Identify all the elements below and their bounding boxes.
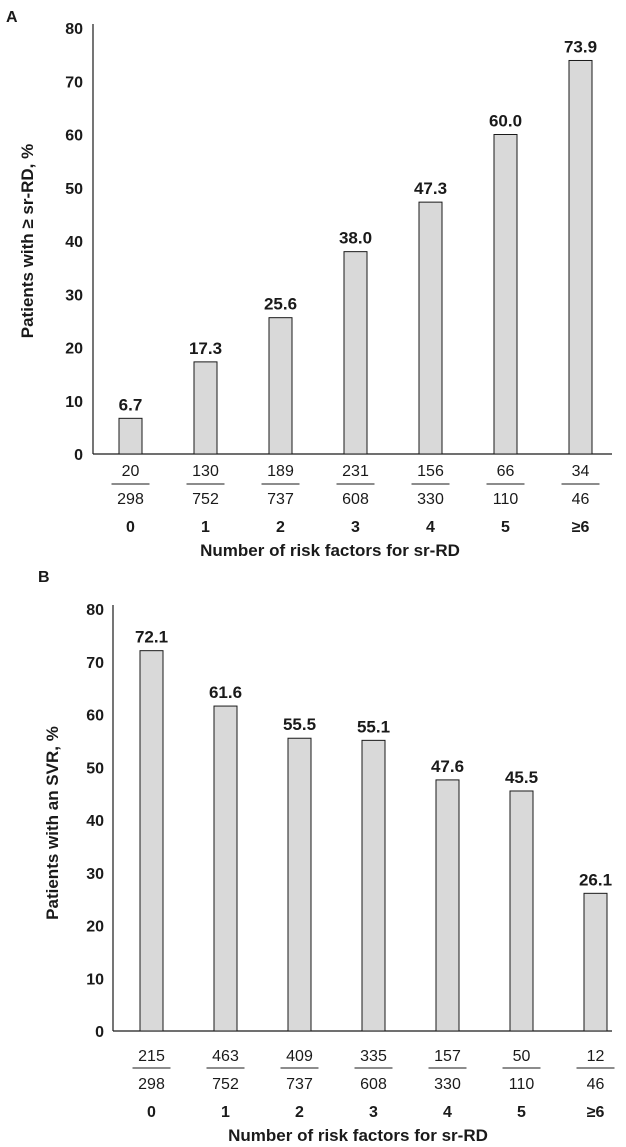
panel-a-bar [568, 59, 593, 455]
panel-a-y-tick-label: 70 [65, 74, 83, 91]
panel-b-y-tick-label: 50 [86, 760, 104, 777]
panel-b-denominator-label: 110 [509, 1076, 535, 1093]
panel-a-bar [268, 317, 293, 455]
panel-b-bar [139, 650, 164, 1032]
panel-a-category-label: 1 [201, 519, 210, 536]
panel-b-letter: B [38, 569, 50, 586]
panel-b-denominator-label: 330 [434, 1076, 461, 1093]
panel-a-bar [193, 361, 218, 455]
panel-a-letter: A [6, 9, 18, 26]
panel-b-y-tick-label: 30 [86, 866, 104, 883]
panel-a-data-label: 73.9 [564, 37, 597, 56]
panel-b-data-label: 45.5 [505, 768, 538, 787]
panel-a-y-tick-label: 10 [65, 394, 83, 411]
panel-b-data-label: 72.1 [135, 628, 168, 647]
panel-a-denominator-label: 737 [267, 491, 294, 508]
panel-b-category-label: 5 [517, 1104, 526, 1121]
panel-a-bar [418, 201, 443, 455]
panel-a-data-label: 25.6 [264, 295, 297, 314]
panel-a-data-label: 17.3 [189, 339, 222, 358]
panel-a-x-axis-title: Number of risk factors for sr-RD [200, 541, 460, 560]
panel-b-category-label: 2 [295, 1104, 304, 1121]
panel-b-bar [583, 892, 608, 1032]
panel-a-category-label: 0 [126, 519, 135, 536]
panel-b-denominator-label: 752 [212, 1076, 239, 1093]
panel-b-y-tick-label: 20 [86, 919, 104, 936]
panel-a-y-tick-label: 40 [65, 234, 83, 251]
panel-a-category-label: 2 [276, 519, 285, 536]
panel-b-denominator-label: 737 [286, 1076, 313, 1093]
panel-b-category-label: 4 [443, 1104, 452, 1121]
panel-a-y-tick-label: 50 [65, 181, 83, 198]
panel-a-denominator-label: 46 [572, 491, 590, 508]
panel-b-numerator-label: 157 [434, 1048, 461, 1065]
panel-b-y-axis-title: Patients with an SVR, % [43, 726, 62, 920]
panel-a-bar [343, 251, 368, 455]
panel-b-numerator-label: 409 [286, 1048, 313, 1065]
panel-b-bar [435, 779, 460, 1032]
panel-b-numerator-label: 463 [212, 1048, 239, 1065]
panel-b-denominator-label: 298 [138, 1076, 165, 1093]
panel-a-numerator-label: 231 [342, 463, 369, 480]
panel-b-data-label: 47.6 [431, 757, 464, 776]
panel-a-data-label: 60.0 [489, 112, 522, 131]
panel-a-numerator-label: 189 [267, 463, 294, 480]
panel-a-bar [118, 417, 143, 455]
panel-a-denominator-label: 298 [117, 491, 144, 508]
panel-b-category-label: ≥6 [587, 1104, 605, 1121]
panel-b-category-label: 0 [147, 1104, 156, 1121]
panel-a-numerator-label: 20 [122, 463, 140, 480]
panel-a-category-label: 5 [501, 519, 510, 536]
panel-b-bar [287, 737, 312, 1032]
panel-a-y-tick-label: 80 [65, 21, 83, 38]
panel-b-denominator-label: 46 [587, 1076, 605, 1093]
panel-b-x-axis-title: Number of risk factors for sr-RD [228, 1126, 488, 1145]
panel-b-numerator-label: 50 [513, 1048, 531, 1065]
panel-b-y-tick-label: 70 [86, 655, 104, 672]
panel-b-numerator-label: 12 [587, 1048, 605, 1065]
panel-b-bar [509, 790, 534, 1032]
panel-b-y-tick-label: 60 [86, 708, 104, 725]
panel-b-data-label: 26.1 [579, 870, 612, 889]
panel-b-denominator-label: 608 [360, 1076, 387, 1093]
panel-b-y-tick-label: 80 [86, 602, 104, 619]
panel-a-y-tick-label: 0 [74, 447, 83, 464]
panel-a-y-tick-label: 20 [65, 341, 83, 358]
panel-b-bar [361, 739, 386, 1032]
panel-a-denominator-label: 110 [493, 491, 519, 508]
panel-a-y-tick-label: 60 [65, 128, 83, 145]
panel-a-denominator-label: 608 [342, 491, 369, 508]
panel-b-numerator-label: 335 [360, 1048, 387, 1065]
panel-a-category-label: 4 [426, 519, 435, 536]
panel-a-data-label: 38.0 [339, 229, 372, 248]
panel-a-data-label: 6.7 [119, 395, 143, 414]
panel-b-y-tick-label: 10 [86, 971, 104, 988]
panel-b-bar [213, 705, 238, 1032]
panel-a-data-label: 47.3 [414, 179, 447, 198]
panel-b-category-label: 1 [221, 1104, 230, 1121]
panel-a-numerator-label: 130 [192, 463, 219, 480]
panel-b-numerator-label: 215 [138, 1048, 165, 1065]
panel-b-data-label: 55.5 [283, 715, 316, 734]
panel-a-bar [493, 134, 518, 455]
panel-b-data-label: 61.6 [209, 683, 242, 702]
panel-a-category-label: 3 [351, 519, 360, 536]
panel-a-y-axis-title: Patients with ≥ sr-RD, % [18, 144, 37, 338]
panel-b-data-label: 55.1 [357, 717, 390, 736]
panel-b-category-label: 3 [369, 1104, 378, 1121]
panel-a-numerator-label: 156 [417, 463, 444, 480]
panel-b-y-tick-label: 0 [95, 1024, 104, 1041]
panel-a-category-label: ≥6 [572, 519, 590, 536]
panel-a-numerator-label: 66 [497, 463, 515, 480]
panel-a-numerator-label: 34 [572, 463, 590, 480]
panel-b-y-tick-label: 40 [86, 813, 104, 830]
panel-a-denominator-label: 330 [417, 491, 444, 508]
panel-a-y-tick-label: 30 [65, 287, 83, 304]
panel-a-denominator-label: 752 [192, 491, 219, 508]
